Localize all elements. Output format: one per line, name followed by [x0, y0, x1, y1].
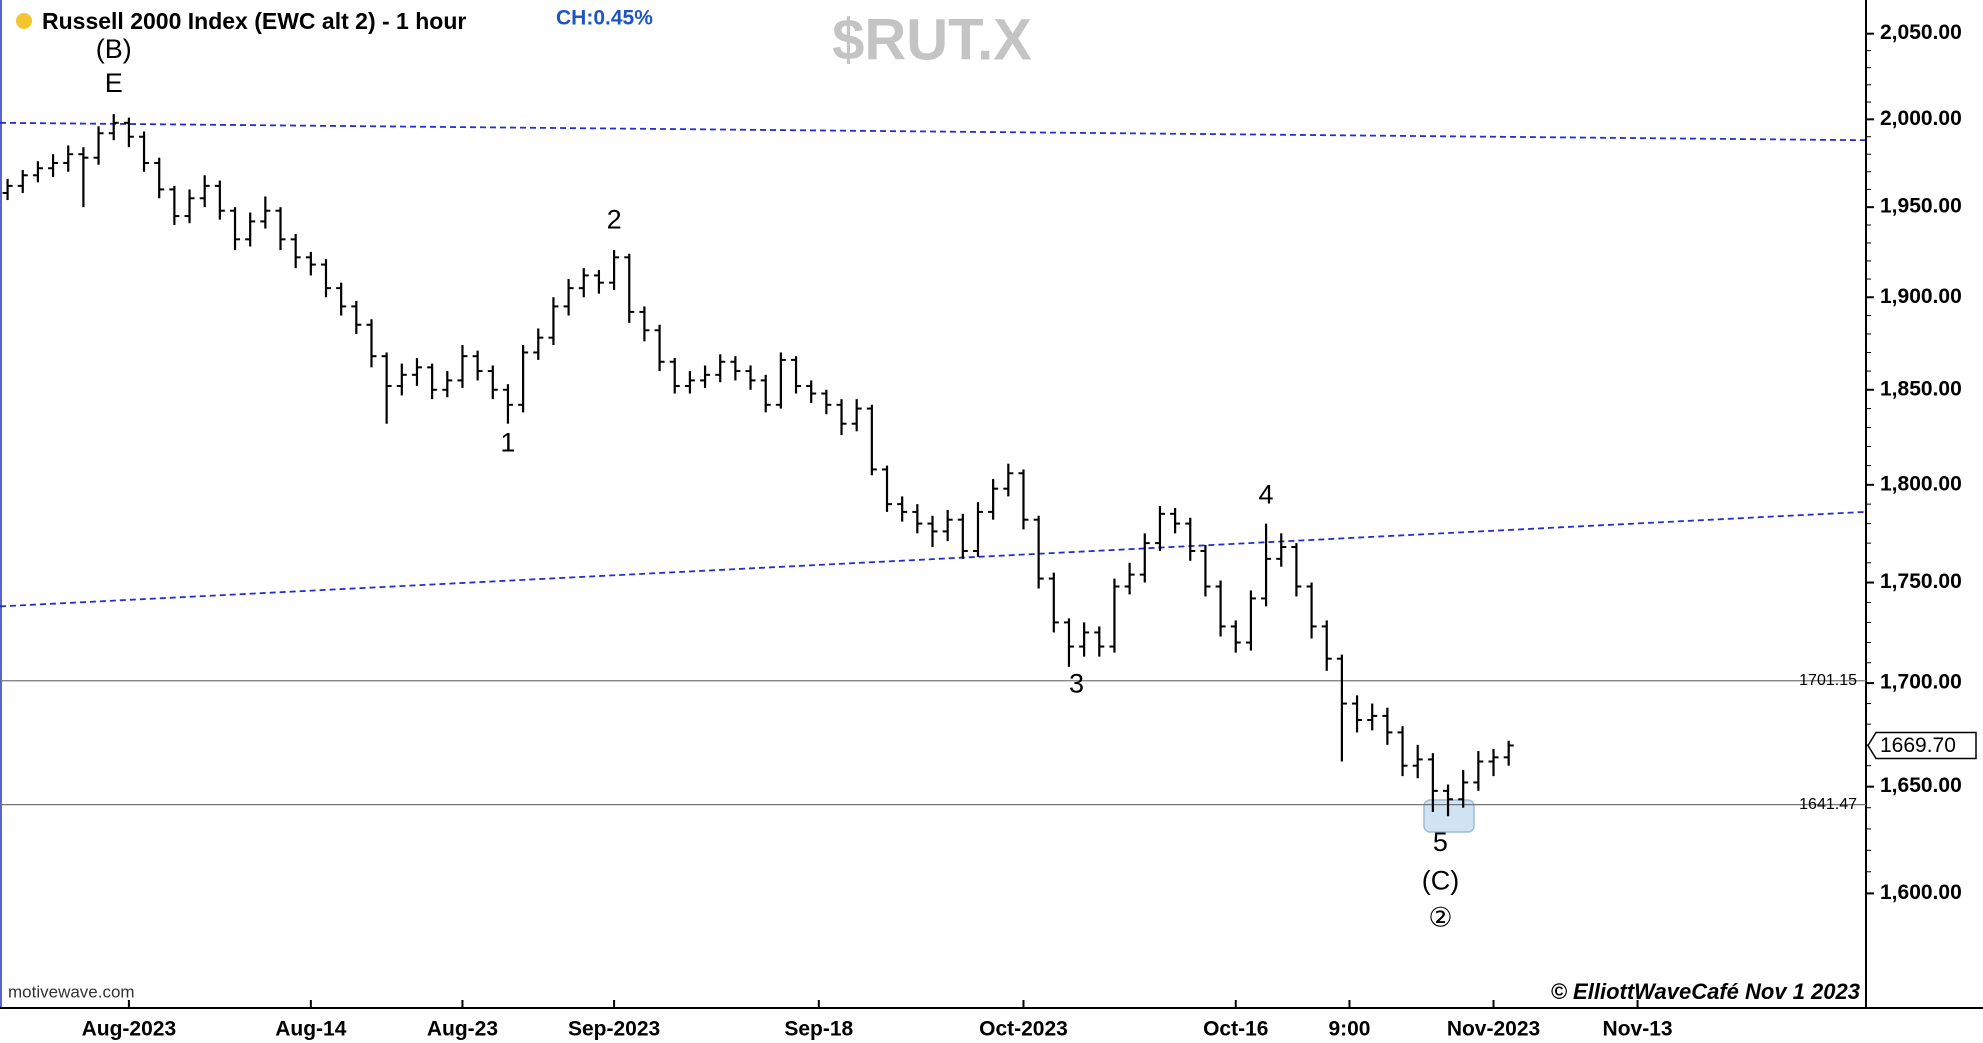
y-tick-label: 2,050.00 — [1880, 21, 1962, 44]
chart-title: Russell 2000 Index (EWC alt 2) - 1 hour — [42, 8, 466, 34]
wave-label: ② — [1428, 903, 1452, 933]
y-tick-label: 1,650.00 — [1880, 774, 1962, 797]
watermark: $RUT.X — [832, 7, 1032, 72]
y-tick-label: 1,950.00 — [1880, 195, 1962, 218]
x-tick-label: Nov-2023 — [1447, 1018, 1540, 1041]
wave-label: 3 — [1069, 668, 1084, 698]
source: motivewave.com — [8, 982, 135, 1001]
y-tick-label: 1,750.00 — [1880, 570, 1962, 593]
x-tick-label: Oct-16 — [1203, 1018, 1268, 1041]
change-label: CH:0.45% — [556, 7, 653, 30]
trend-line — [0, 121, 1866, 142]
x-tick-label: Nov-13 — [1603, 1018, 1673, 1041]
x-tick-label: Aug-2023 — [82, 1018, 177, 1041]
wave-label: E — [105, 68, 123, 98]
level-label: 1701.15 — [1799, 672, 1857, 689]
wave-label: 1 — [500, 428, 515, 458]
wave-label: (B) — [96, 34, 132, 64]
y-tick-label: 1,850.00 — [1880, 377, 1962, 400]
last-price-label: 1669.70 — [1880, 734, 1956, 757]
x-tick-label: Oct-2023 — [979, 1018, 1068, 1041]
x-tick-label: Sep-2023 — [568, 1018, 660, 1041]
y-tick-label: 1,800.00 — [1880, 472, 1962, 495]
copyright: © ElliottWaveCafé Nov 1 2023 — [1551, 979, 1860, 1004]
x-tick-label: Aug-14 — [275, 1018, 346, 1041]
y-tick-label: 1,700.00 — [1880, 671, 1962, 694]
x-tick-label: 9:00 — [1328, 1018, 1370, 1041]
wave-label: 5 — [1433, 827, 1448, 857]
x-tick-label: Aug-23 — [427, 1018, 498, 1041]
last-price-box — [1867, 731, 1977, 760]
y-tick-label: 1,600.00 — [1880, 881, 1962, 904]
y-tick-label: 2,000.00 — [1880, 107, 1962, 130]
wave-label: (C) — [1422, 866, 1459, 896]
wave-label: 2 — [607, 205, 622, 235]
status-dot — [16, 13, 32, 29]
y-tick-label: 1,900.00 — [1880, 285, 1962, 308]
x-tick-label: Sep-18 — [784, 1018, 853, 1041]
level-label: 1641.47 — [1799, 796, 1857, 813]
trend-line — [0, 511, 1866, 608]
wave-label: 4 — [1259, 480, 1274, 510]
